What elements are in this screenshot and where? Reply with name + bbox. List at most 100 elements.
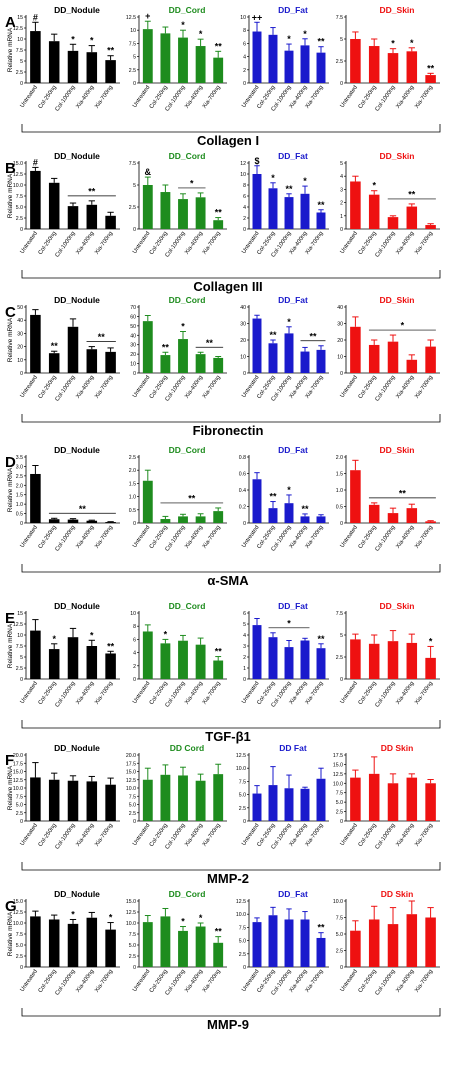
significance-mark: ** <box>162 342 170 352</box>
bar <box>86 349 98 373</box>
y-tick-label: 2.5 <box>336 810 343 816</box>
bar <box>213 774 224 821</box>
y-tick-label: 10 <box>337 355 343 361</box>
y-tick-label: 7.5 <box>16 48 23 54</box>
bar <box>387 641 399 679</box>
significance-mark: * <box>372 181 376 191</box>
panel-title: DD_Skin <box>380 151 415 161</box>
bar <box>350 181 361 229</box>
bar <box>48 919 60 967</box>
panel-title: DD_Cord <box>169 5 206 15</box>
bar <box>105 522 116 523</box>
y-tick-label: 0 <box>340 677 343 683</box>
y-tick-label: 1.5 <box>129 481 136 487</box>
bar <box>284 647 294 679</box>
significance-mark: * <box>52 634 56 644</box>
significance-mark: ** <box>215 41 223 51</box>
y-tick-label: 0 <box>20 521 23 527</box>
panel-letter: B <box>5 160 16 177</box>
y-tick-label: 2.5 <box>16 216 23 222</box>
bar <box>425 346 436 373</box>
bar <box>406 642 418 679</box>
panel-letter: D <box>5 454 16 471</box>
y-tick-label: 2.0 <box>129 468 136 474</box>
y-tick-label: 0 <box>133 965 136 971</box>
bar <box>368 344 380 373</box>
y-tick-label: 50 <box>17 305 23 311</box>
group-bracket <box>21 414 441 423</box>
y-tick-label: 2 <box>243 655 246 661</box>
y-tick-label: 5 <box>20 59 23 65</box>
y-tick-label: 0 <box>20 227 23 233</box>
y-tick-label: 12.5 <box>126 910 136 916</box>
bar <box>316 937 326 967</box>
y-tick-label: 2.5 <box>336 655 343 661</box>
y-tick-label: 15 <box>17 611 23 617</box>
bar <box>30 314 41 373</box>
bar <box>178 640 188 679</box>
y-tick-label: 0.4 <box>239 488 246 494</box>
bar <box>213 511 224 523</box>
bar <box>425 75 436 83</box>
y-tick-label: 0 <box>340 81 343 87</box>
panel-title: DD_Skin <box>380 5 415 15</box>
significance-mark: ** <box>269 492 277 502</box>
y-tick-label: 20 <box>130 352 136 358</box>
bar <box>425 521 436 523</box>
bar <box>195 354 206 373</box>
y-tick-label: 5.0 <box>129 803 136 809</box>
significance-mark: * <box>391 39 395 49</box>
y-tick-label: 12.5 <box>13 172 23 178</box>
significance-mark: * <box>287 485 291 495</box>
y-axis-label: Relative mRNA <box>7 173 14 218</box>
bar <box>142 321 153 373</box>
significance-mark: ** <box>215 208 223 218</box>
y-tick-label: 7.5 <box>336 15 343 21</box>
y-tick-label: 8 <box>243 183 246 189</box>
significance-mark: * <box>109 913 113 923</box>
significance-mark: ** <box>215 647 223 657</box>
y-tick-label: 5.0 <box>239 793 246 799</box>
bar <box>160 33 171 83</box>
y-axis-label: Relative mRNA <box>7 911 14 956</box>
y-tick-label: 12.5 <box>126 778 136 784</box>
bar <box>368 773 380 821</box>
gene-label: Collagen I <box>197 133 259 148</box>
bar <box>195 780 206 821</box>
panel-letter: G <box>5 898 17 915</box>
bar <box>160 774 171 821</box>
y-tick-label: 10.0 <box>126 786 136 792</box>
y-tick-label: 15.0 <box>13 899 23 905</box>
y-tick-label: 15.0 <box>333 762 343 768</box>
bar <box>368 504 380 523</box>
bar <box>213 357 224 373</box>
significance-mark: * <box>71 909 75 919</box>
significance-mark: # <box>33 12 38 22</box>
bar <box>300 640 310 679</box>
group-bracket <box>21 270 441 279</box>
y-tick-label: 0 <box>133 81 136 87</box>
bar <box>350 39 361 83</box>
bar <box>105 784 116 821</box>
significance-mark: ** <box>107 641 115 651</box>
y-tick-label: 2.5 <box>239 806 246 812</box>
y-tick-label: 5.0 <box>336 800 343 806</box>
y-tick-label: 0 <box>133 521 136 527</box>
significance-line-label: ** <box>399 488 407 498</box>
significance-line-label: ** <box>206 338 214 348</box>
bar <box>48 353 60 373</box>
bar <box>316 349 326 373</box>
significance-mark: * <box>181 20 185 30</box>
panel-title: DD_Nodule <box>54 295 100 305</box>
significance-line-label: ** <box>79 504 87 514</box>
y-tick-label: 20 <box>240 338 246 344</box>
bar <box>178 339 188 373</box>
y-tick-label: 3.0 <box>16 464 23 470</box>
y-tick-label: 30 <box>17 331 23 337</box>
y-tick-label: 2.5 <box>129 954 136 960</box>
significance-mark: ++ <box>252 12 263 22</box>
bar <box>387 53 399 83</box>
bar <box>86 520 98 523</box>
